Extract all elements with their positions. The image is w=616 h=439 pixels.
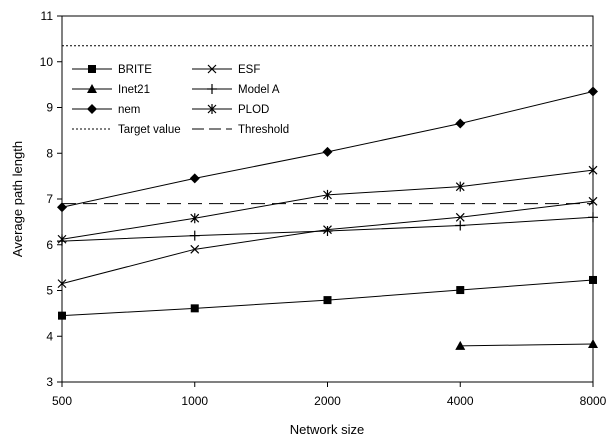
legend-item-threshold: Threshold [192, 124, 289, 136]
y-tick-label: 5 [46, 284, 53, 298]
series-inet21 [455, 339, 598, 350]
data-point-model-a [189, 230, 200, 241]
legend-label-esf: ESF [238, 64, 260, 76]
x-tick-label: 8000 [580, 394, 607, 408]
series-line-inet21 [460, 343, 594, 347]
legend-item-inet21: Inet21 [72, 84, 150, 96]
data-point-inet21 [588, 339, 598, 349]
y-tick-label: 6 [46, 238, 53, 252]
data-point-plod [455, 181, 465, 192]
data-point-nem [57, 202, 67, 213]
legend-label-threshold: Threshold [238, 124, 289, 136]
data-point-plod [323, 189, 332, 200]
y-tick-label: 8 [46, 146, 53, 160]
x-axis: 500 1000 2000 4000 8000 [52, 382, 607, 408]
x-tick-label: 1000 [181, 394, 208, 408]
legend-item-brite: BRITE [72, 64, 152, 76]
legend-item-nem: nem [72, 104, 140, 116]
data-point-plod [190, 213, 200, 224]
legend-label-plod: PLOD [238, 104, 269, 116]
data-point-brite [323, 296, 332, 305]
legend-marker-esf [207, 64, 217, 74]
data-point-model-a [322, 226, 333, 237]
data-point-esf [190, 244, 200, 254]
legend-marker-plod [207, 104, 217, 114]
legend-item-esf: ESF [192, 64, 260, 76]
data-point-nem [189, 173, 200, 184]
legend-marker-inet21 [87, 84, 97, 93]
data-point-brite [58, 311, 66, 320]
series-plod [57, 165, 598, 245]
data-point-inet21 [455, 340, 466, 350]
y-tick-label: 10 [40, 55, 54, 69]
data-point-brite [190, 304, 199, 313]
legend-label-brite: BRITE [118, 64, 152, 76]
x-tick-label: 500 [52, 394, 72, 408]
legend-marker-nem [87, 104, 97, 114]
data-point-nem [455, 118, 466, 129]
x-axis-label: Network size [290, 422, 364, 437]
series-layer [57, 45, 598, 350]
data-point-model-a [455, 220, 466, 231]
x-tick-label: 4000 [447, 394, 474, 408]
data-point-nem [322, 146, 333, 157]
series-model-a [57, 212, 598, 247]
data-point-plod [588, 165, 598, 176]
data-point-esf [455, 212, 465, 222]
legend-marker-brite [88, 65, 96, 73]
y-tick-label: 11 [41, 9, 54, 23]
legend-label-nem: nem [118, 104, 140, 116]
y-tick-label: 7 [46, 192, 53, 206]
legend-label-target-value: Target value [118, 124, 181, 136]
legend-marker-model-a [207, 84, 217, 94]
legend-item-target-value: Target value [72, 124, 181, 136]
legend-label-model-a: Model A [238, 84, 280, 96]
legend-label-inet21: Inet21 [118, 84, 150, 96]
x-tick-label: 2000 [314, 394, 341, 408]
data-point-plod [57, 234, 67, 245]
data-point-brite [456, 286, 465, 295]
y-tick-label: 3 [46, 375, 53, 389]
y-tick-label: 9 [46, 101, 53, 115]
y-axis-label: Average path length [10, 141, 25, 257]
legend-item-plod: PLOD [192, 104, 269, 116]
y-axis: 3 4 5 6 7 8 9 10 11 [40, 9, 62, 389]
y-tick-label: 4 [46, 329, 53, 343]
data-point-esf [57, 279, 67, 289]
legend-item-model-a: Model A [192, 84, 280, 96]
series-nem [57, 86, 598, 213]
legend: BRITE ESF Inet21 Model A nem PLOD Target value… [72, 64, 289, 136]
data-point-brite [589, 275, 597, 284]
series-brite [58, 275, 597, 320]
data-point-nem [588, 86, 598, 97]
data-point-model-a [588, 212, 598, 223]
